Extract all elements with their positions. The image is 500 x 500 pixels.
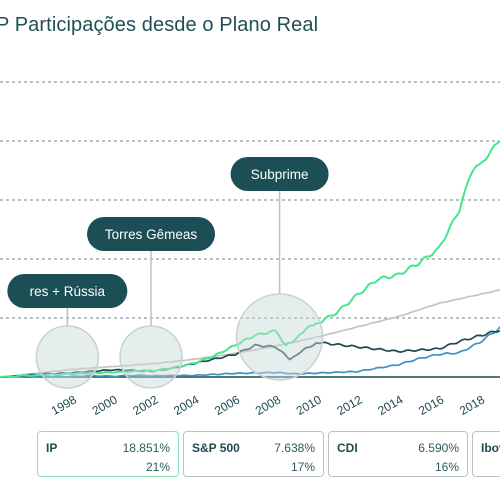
x-tick-label: 2010 — [294, 392, 324, 418]
event-highlight-circle — [119, 325, 183, 389]
legend-card-ip[interactable]: IP 18.851% 21% — [37, 431, 179, 477]
legend-card-value: 6.590% — [418, 441, 459, 455]
legend-card-name: Ibov — [481, 441, 500, 455]
series-line-s-p-500 — [0, 326, 500, 379]
legend-card-name: S&P 500 — [192, 441, 240, 455]
legend-card-value: 18.851% — [122, 441, 170, 455]
x-tick-label: 2012 — [335, 392, 365, 418]
annotation-bubble — [7, 274, 128, 308]
legend-card-sp500[interactable]: S&P 500 7.638% 17% — [183, 431, 324, 477]
series-line-ip — [0, 140, 500, 378]
annotation-label: res + Rússia — [30, 284, 106, 299]
annotation-bubble — [230, 157, 329, 191]
x-tick-label: 2008 — [253, 392, 283, 418]
x-tick-label: 2016 — [416, 392, 446, 418]
series-line-ibovespa — [0, 329, 500, 378]
event-highlight-circle — [35, 325, 100, 389]
annotation-label: Subprime — [251, 167, 309, 182]
annotation-bubble — [87, 217, 216, 251]
x-tick-label: 2006 — [212, 392, 242, 418]
annotation-label: Torres Gêmeas — [105, 227, 198, 242]
x-tick-label: 2004 — [171, 392, 201, 418]
x-tick-label: 2000 — [90, 392, 120, 418]
legend-card-ibovespa[interactable]: Ibov — [472, 431, 500, 477]
legend-card-name: CDI — [337, 441, 358, 455]
x-tick-label: 1998 — [49, 392, 79, 418]
x-tick-label: 2002 — [130, 392, 160, 418]
legend-card-name: IP — [46, 441, 58, 455]
chart-title: P Participações desde o Plano Real — [0, 14, 319, 36]
legend-card-share: 16% — [434, 460, 459, 474]
series-line-cdi — [0, 289, 500, 378]
x-tick-label: 2014 — [375, 392, 405, 418]
legend-card-share: 21% — [145, 460, 170, 474]
event-highlight-circle — [235, 293, 324, 381]
legend-card-share: 17% — [290, 460, 315, 474]
legend-card-value: 7.638% — [274, 441, 315, 455]
line-chart: res + Rússia Torres Gêmeas Subprime 1998 200… — [0, 81, 500, 418]
x-tick-label: 2018 — [457, 392, 487, 418]
legend-card-cdi[interactable]: CDI 6.590% 16% — [328, 431, 468, 477]
